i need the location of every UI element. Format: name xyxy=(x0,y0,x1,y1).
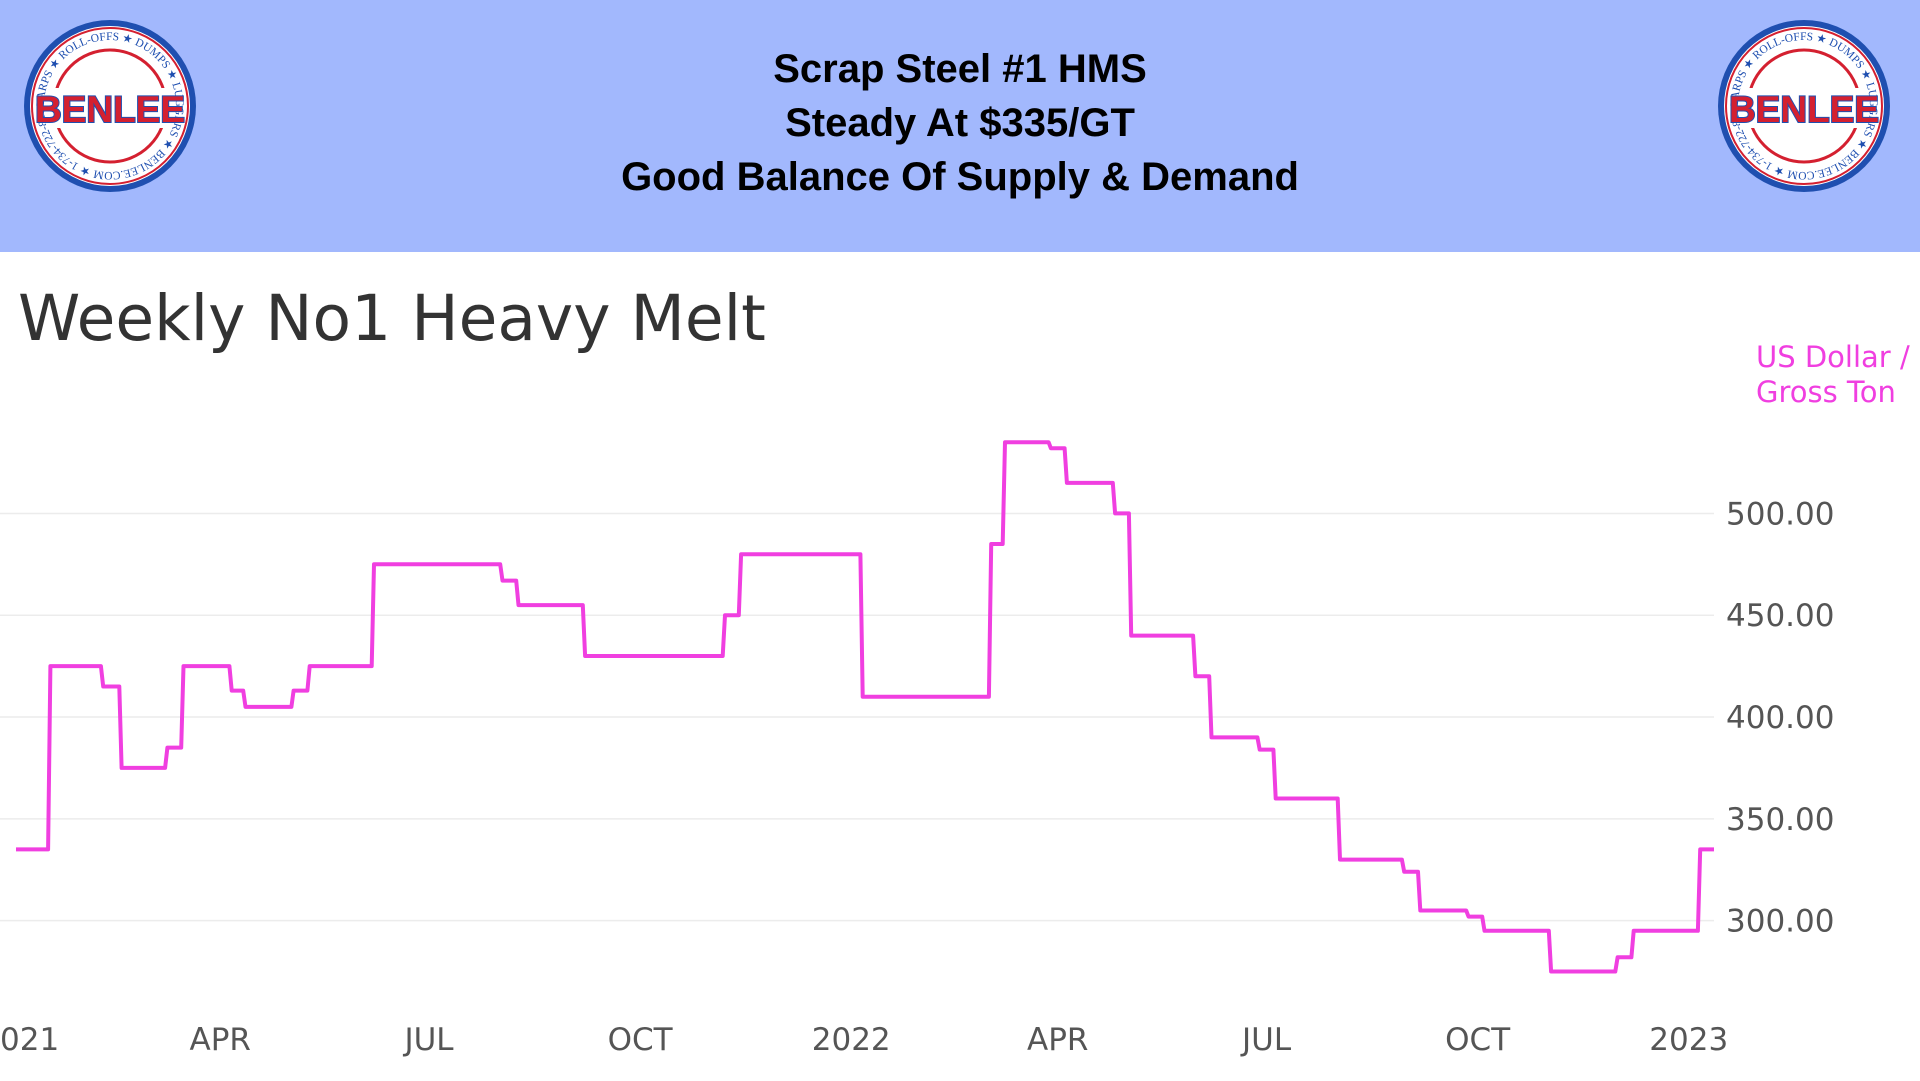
x-tick-label: JUL xyxy=(1240,1022,1292,1058)
y-axis-unit-label: US Dollar / Gross Ton xyxy=(1756,340,1920,410)
x-tick-label: OCT xyxy=(1445,1022,1511,1058)
headline-line-1: Scrap Steel #1 HMS xyxy=(773,47,1147,91)
x-tick-label: 2023 xyxy=(1649,1022,1728,1058)
x-tick-label: JUL xyxy=(402,1022,454,1058)
logo-wordmark: BENLEE xyxy=(35,89,185,130)
svg-text:BENLEE: BENLEE xyxy=(1729,89,1879,130)
logo-wordmark: BENLEE xyxy=(1729,89,1879,130)
y-tick-label: 300.00 xyxy=(1726,904,1834,940)
y-tick-label: 350.00 xyxy=(1726,802,1834,838)
chart-title: Weekly No1 Heavy Melt xyxy=(18,282,766,355)
x-tick-label: APR xyxy=(1027,1022,1088,1058)
y-tick-label: 450.00 xyxy=(1726,598,1834,634)
x-tick-label: 2022 xyxy=(812,1022,891,1058)
headline-line-3: Good Balance Of Supply & Demand xyxy=(621,155,1299,199)
headline-line-2: Steady At $335/GT xyxy=(785,101,1135,145)
headline: Scrap Steel #1 HMS Steady At $335/GT Goo… xyxy=(0,42,1920,204)
price-series-line xyxy=(16,440,1714,974)
header-banner: TARPS ★ ROLL-OFFS ★ DUMPS ★ LUGGERS ★ BE… xyxy=(0,0,1920,252)
y-axis-unit-line-1: US Dollar / xyxy=(1756,340,1910,374)
x-tick-label: OCT xyxy=(608,1022,674,1058)
x-tick-label: 021 xyxy=(0,1022,59,1058)
y-tick-label: 400.00 xyxy=(1726,700,1834,736)
price-chart: 500.00 450.00 400.00 350.00 300.00 021 APR JUL O… xyxy=(0,440,1834,1058)
benlee-logo: TARPS ★ ROLL-OFFS ★ DUMPS ★ LUGGERS ★ BE… xyxy=(22,18,196,192)
svg-text:BENLEE: BENLEE xyxy=(35,89,185,130)
x-tick-label: APR xyxy=(189,1022,250,1058)
y-axis-unit-line-2: Gross Ton xyxy=(1756,375,1896,409)
benlee-logo: TARPS ★ ROLL-OFFS ★ DUMPS ★ LUGGERS ★ BE… xyxy=(1716,18,1890,192)
y-tick-label: 500.00 xyxy=(1726,496,1834,532)
